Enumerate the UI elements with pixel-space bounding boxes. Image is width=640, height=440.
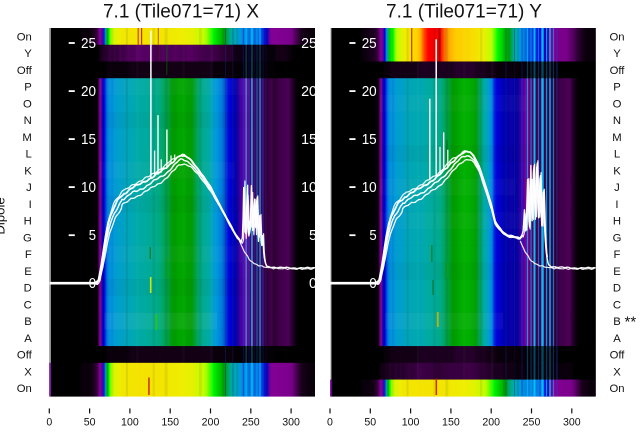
- svg-text:P: P: [613, 82, 621, 94]
- svg-text:Y: Y: [24, 48, 32, 60]
- svg-text:X: X: [24, 366, 32, 378]
- svg-text:5: 5: [89, 228, 96, 244]
- svg-text:N: N: [24, 115, 32, 127]
- svg-text:L: L: [614, 149, 620, 161]
- svg-text:M: M: [22, 132, 31, 144]
- svg-text:F: F: [614, 249, 621, 261]
- svg-text:50: 50: [84, 416, 96, 428]
- svg-text:H: H: [613, 216, 621, 228]
- svg-text:On: On: [17, 383, 32, 395]
- svg-text:D: D: [613, 283, 621, 295]
- svg-text:200: 200: [482, 416, 500, 428]
- svg-text:X: X: [613, 366, 621, 378]
- svg-text:H: H: [24, 216, 32, 228]
- svg-text:300: 300: [282, 416, 300, 428]
- svg-text:25: 25: [81, 36, 96, 52]
- svg-text:15: 15: [362, 132, 377, 148]
- svg-text:On: On: [609, 383, 624, 395]
- svg-text:Y: Y: [613, 48, 621, 60]
- svg-text:100: 100: [121, 416, 139, 428]
- svg-text:20: 20: [81, 84, 96, 100]
- svg-text:J: J: [26, 182, 32, 194]
- svg-text:A: A: [613, 333, 621, 345]
- svg-text:I: I: [29, 199, 32, 211]
- svg-text:5: 5: [369, 228, 376, 244]
- svg-text:On: On: [17, 32, 32, 44]
- svg-text:20: 20: [362, 84, 377, 100]
- svg-text:A: A: [24, 333, 32, 345]
- svg-text:K: K: [24, 165, 32, 177]
- svg-text:250: 250: [242, 416, 260, 428]
- svg-text:25: 25: [362, 36, 377, 52]
- svg-text:7.1 (Tile071=71) Y: 7.1 (Tile071=71) Y: [386, 1, 542, 23]
- svg-text:I: I: [615, 199, 618, 211]
- svg-text:E: E: [24, 266, 32, 278]
- svg-text:K: K: [613, 165, 621, 177]
- svg-text:G: G: [613, 232, 622, 244]
- svg-text:**: **: [625, 313, 637, 330]
- svg-text:20: 20: [301, 84, 317, 100]
- svg-text:N: N: [613, 115, 621, 127]
- svg-text:50: 50: [364, 416, 376, 428]
- svg-text:0: 0: [327, 416, 333, 428]
- svg-text:10: 10: [81, 180, 96, 196]
- svg-text:Off: Off: [610, 350, 626, 362]
- svg-text:0: 0: [369, 276, 376, 292]
- svg-text:D: D: [24, 283, 32, 295]
- svg-text:P: P: [24, 82, 32, 94]
- svg-text:7.1 (Tile071=71) X: 7.1 (Tile071=71) X: [103, 1, 259, 23]
- svg-text:B: B: [613, 316, 621, 328]
- svg-text:Dipole: Dipole: [0, 197, 8, 234]
- svg-text:C: C: [613, 299, 621, 311]
- svg-text:150: 150: [442, 416, 460, 428]
- svg-text:0: 0: [89, 276, 96, 292]
- svg-text:G: G: [23, 232, 32, 244]
- svg-text:10: 10: [301, 180, 317, 196]
- svg-text:Off: Off: [17, 65, 33, 77]
- svg-text:150: 150: [161, 416, 179, 428]
- svg-text:250: 250: [523, 416, 541, 428]
- svg-text:E: E: [613, 266, 621, 278]
- svg-text:Off: Off: [17, 350, 33, 362]
- svg-text:C: C: [24, 299, 32, 311]
- svg-text:M: M: [612, 132, 621, 144]
- svg-text:O: O: [23, 98, 32, 110]
- svg-text:On: On: [609, 32, 624, 44]
- svg-text:J: J: [614, 182, 620, 194]
- svg-text:0: 0: [309, 276, 317, 292]
- svg-text:0: 0: [46, 416, 52, 428]
- svg-text:100: 100: [402, 416, 420, 428]
- svg-text:200: 200: [202, 416, 220, 428]
- svg-text:25: 25: [301, 36, 317, 52]
- svg-text:5: 5: [309, 228, 317, 244]
- svg-text:O: O: [613, 98, 622, 110]
- svg-text:B: B: [24, 316, 32, 328]
- svg-text:Off: Off: [610, 65, 626, 77]
- svg-text:F: F: [25, 249, 32, 261]
- svg-text:300: 300: [563, 416, 581, 428]
- svg-text:15: 15: [81, 132, 96, 148]
- svg-text:10: 10: [362, 180, 377, 196]
- svg-text:L: L: [26, 149, 32, 161]
- svg-text:15: 15: [301, 132, 317, 148]
